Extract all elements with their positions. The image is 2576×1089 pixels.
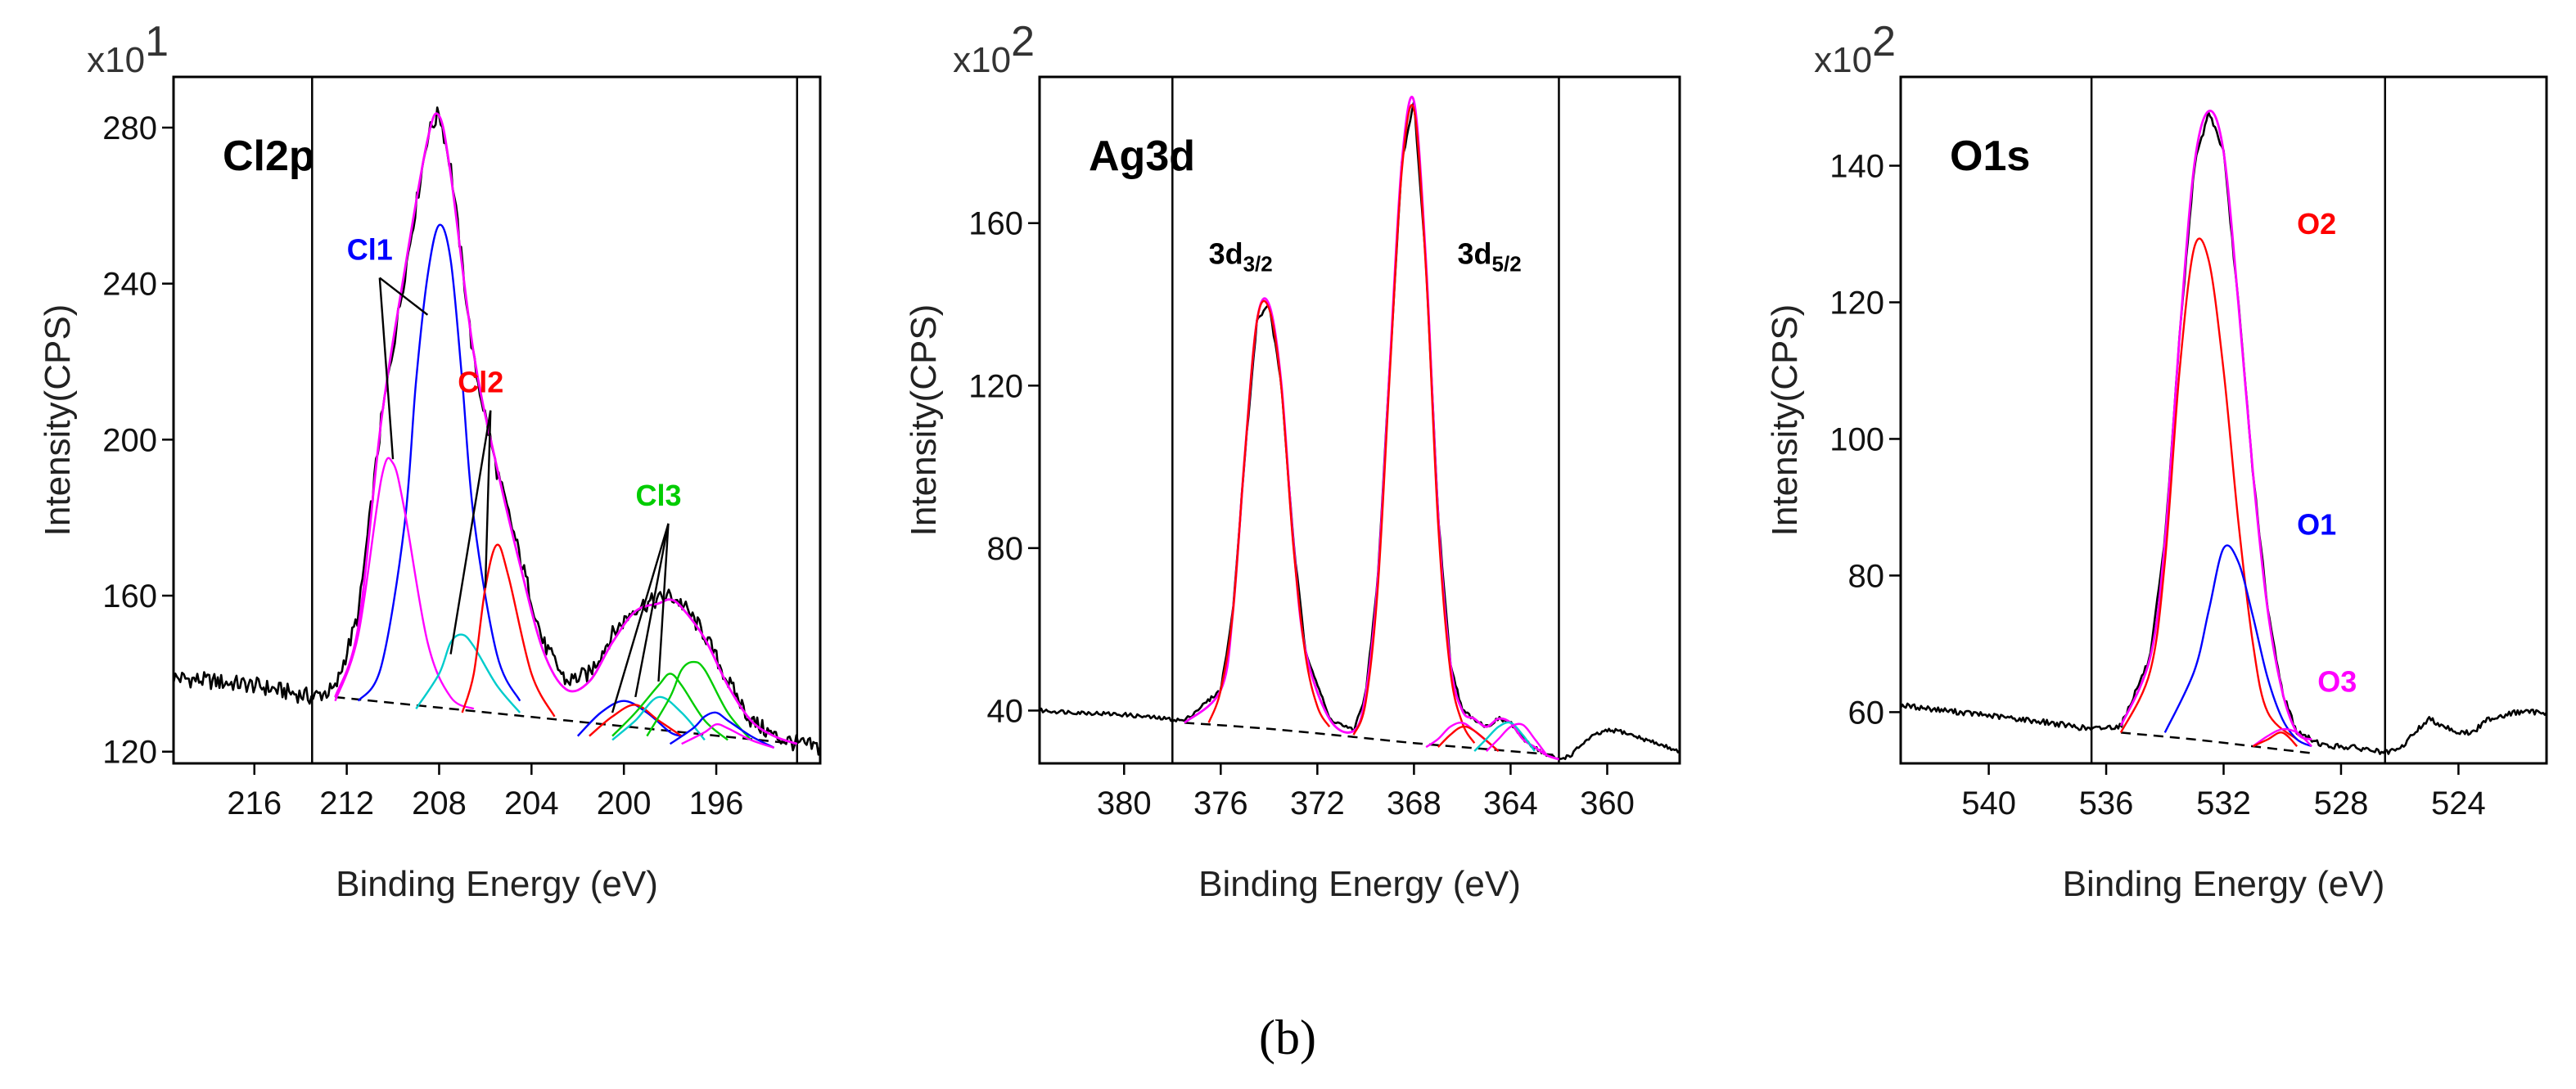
x-tick-label: 360 bbox=[1580, 785, 1635, 821]
y-axis-label: Intensity(CPS) bbox=[904, 304, 944, 537]
panel-title: O1s bbox=[1950, 133, 2030, 180]
x-tick-label: 376 bbox=[1193, 785, 1248, 821]
peak-label-o2: O2 bbox=[2297, 207, 2336, 241]
y-tick-label: 200 bbox=[102, 422, 157, 458]
x-tick-label: 208 bbox=[412, 785, 467, 821]
fit-component-cl1 bbox=[357, 223, 521, 702]
y-multiplier: x102 bbox=[953, 18, 1035, 80]
x-tick-label: 368 bbox=[1387, 785, 1441, 821]
annotation-pointer-line bbox=[634, 523, 670, 698]
x-tick-label: 212 bbox=[319, 785, 374, 821]
x-tick-label: 536 bbox=[2079, 785, 2134, 821]
x-tick-label: 380 bbox=[1097, 785, 1152, 821]
fit-component-satellite bbox=[1437, 725, 1500, 753]
x-tick-label: 200 bbox=[597, 785, 652, 821]
peak-label-cl2: Cl2 bbox=[458, 366, 503, 399]
fit-component-envelope bbox=[334, 112, 798, 745]
peak-label-subscript: 5/2 bbox=[1492, 251, 1522, 276]
background-line bbox=[2120, 731, 2312, 754]
y-axis-label: Intensity(CPS) bbox=[38, 304, 78, 537]
raw-spectrum-line bbox=[1899, 110, 2548, 755]
raw-spectrum-line bbox=[1038, 101, 1680, 760]
fit-component-cl2 bbox=[461, 543, 556, 718]
fit-component-satellite bbox=[1473, 721, 1536, 752]
x-axis-label: Binding Energy (eV) bbox=[1198, 864, 1521, 904]
annotation-pointer-line bbox=[611, 523, 670, 713]
peak-label-subscript: 3/2 bbox=[1243, 251, 1273, 276]
y-tick-label: 40 bbox=[987, 693, 1024, 729]
fit-component-o2 bbox=[2119, 237, 2299, 740]
peak-label-o1: O1 bbox=[2297, 507, 2336, 541]
background-line bbox=[335, 695, 797, 745]
panel-title: Ag3d bbox=[1089, 133, 1195, 180]
annotation-pointer-line bbox=[657, 523, 670, 682]
y-axis-label: Intensity(CPS) bbox=[1765, 304, 1805, 537]
peak-label-3d5-2: 3d5/2 bbox=[1458, 236, 1522, 276]
fit-component-cl2 bbox=[415, 633, 521, 713]
panel-o1s: 540 536 532 528 524 60 80 100 120 140 Binding Ener… bbox=[1765, 18, 2548, 904]
fit-component-cl3 bbox=[681, 722, 774, 749]
y-tick-label: 160 bbox=[102, 578, 157, 614]
x-tick-label: 364 bbox=[1483, 785, 1538, 821]
y-tick-label: 100 bbox=[1829, 421, 1884, 457]
fit-component-o3 bbox=[2252, 731, 2299, 748]
fit-component-cl3 bbox=[669, 711, 775, 749]
x-tick-label: 540 bbox=[1961, 785, 2016, 821]
x-axis-label: Binding Energy (eV) bbox=[2063, 864, 2385, 904]
x-tick-label: 524 bbox=[2431, 785, 2486, 821]
y-tick-label: 160 bbox=[968, 206, 1023, 242]
y-multiplier: x101 bbox=[87, 18, 169, 80]
panel-title: Cl2p bbox=[223, 133, 315, 180]
y-tick-label: 60 bbox=[1848, 695, 1885, 731]
fit-component-cl3 bbox=[611, 695, 706, 741]
peak-label-o3: O3 bbox=[2317, 664, 2357, 698]
y-tick-label: 80 bbox=[1848, 558, 1885, 594]
panel-cl2p: 216 212 208 204 200 196 120 160 200 240 280 Binding… bbox=[38, 18, 822, 904]
figure-caption: (b) bbox=[1259, 1010, 1316, 1064]
y-tick-label: 280 bbox=[102, 110, 157, 146]
annotation-pointer-line bbox=[484, 410, 492, 588]
x-tick-label: 204 bbox=[504, 785, 559, 821]
peak-label-cl1: Cl1 bbox=[347, 233, 393, 267]
y-multiplier-exponent: 1 bbox=[145, 18, 169, 65]
y-tick-label: 120 bbox=[968, 368, 1023, 404]
fit-component-cl3 bbox=[589, 704, 683, 737]
y-tick-label: 120 bbox=[1829, 285, 1884, 321]
annotation-pointer-line bbox=[379, 277, 429, 316]
panel-ag3d: 380 376 372 368 364 360 40 80 120 160 Binding Ener… bbox=[904, 18, 1681, 904]
x-axis-label: Binding Energy (eV) bbox=[336, 864, 658, 904]
x-tick-label: 196 bbox=[689, 785, 744, 821]
peak-label-3d3-2: 3d3/2 bbox=[1209, 236, 1273, 276]
y-tick-label: 120 bbox=[102, 735, 157, 771]
y-multiplier: x102 bbox=[1814, 18, 1896, 80]
fit-component-cl3 bbox=[646, 660, 752, 741]
fit-component-envelope bbox=[2119, 110, 2312, 741]
x-tick-label: 532 bbox=[2196, 785, 2251, 821]
plot-frame bbox=[1038, 75, 1681, 765]
fit-component-cl1 bbox=[334, 457, 475, 710]
fit-component-satellite bbox=[1486, 722, 1548, 756]
y-multiplier-exponent: 2 bbox=[1872, 18, 1896, 65]
fit-component-3d5-2 bbox=[1352, 104, 1476, 744]
y-tick-label: 140 bbox=[1829, 149, 1884, 185]
y-multiplier-exponent: 2 bbox=[1011, 18, 1035, 65]
annotation-pointer-line bbox=[378, 277, 395, 460]
x-tick-label: 528 bbox=[2314, 785, 2369, 821]
peak-label-cl3: Cl3 bbox=[635, 479, 681, 512]
background-line bbox=[1184, 722, 1559, 757]
fit-component-3d3-2 bbox=[1207, 299, 1331, 727]
plot-frame bbox=[172, 75, 822, 765]
y-tick-label: 240 bbox=[102, 267, 157, 303]
raw-spectrum-line bbox=[172, 106, 822, 756]
annotation-pointer-line bbox=[449, 410, 492, 655]
x-tick-label: 372 bbox=[1290, 785, 1345, 821]
y-tick-label: 80 bbox=[987, 531, 1024, 567]
x-tick-label: 216 bbox=[227, 785, 282, 821]
fit-component-o3 bbox=[2252, 727, 2312, 748]
fit-component-cl3 bbox=[611, 673, 729, 741]
